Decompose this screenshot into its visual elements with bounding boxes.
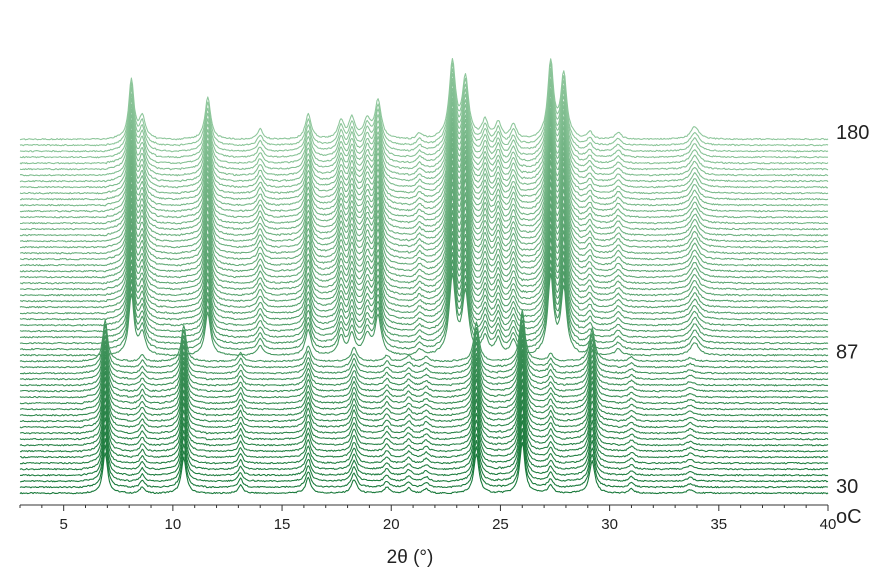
scan-trace <box>19 405 829 465</box>
scan-trace <box>19 87 829 177</box>
scan-trace <box>19 81 829 171</box>
scan-trace <box>19 309 829 363</box>
scan-trace <box>19 265 829 351</box>
scan-trace <box>19 324 829 381</box>
scan-trace <box>19 101 829 195</box>
scan-trace <box>19 399 829 459</box>
scan-trace <box>19 319 829 375</box>
scan-trace <box>19 216 829 309</box>
x-axis-tick-labels: 5 10 15 20 25 30 35 40 <box>60 516 837 533</box>
scan-trace <box>19 188 829 285</box>
scan-trace <box>19 72 828 159</box>
scan-trace <box>19 195 829 291</box>
scan-trace <box>19 353 829 417</box>
scan-trace <box>19 338 829 399</box>
scan-trace <box>19 328 829 387</box>
x-tick-label: 25 <box>492 516 509 533</box>
scan-trace <box>19 384 829 447</box>
scan-trace <box>19 420 829 477</box>
scan-trace <box>19 313 829 369</box>
scan-trace <box>19 136 829 237</box>
scan-trace <box>20 121 828 219</box>
x-axis-label: 2θ (°) <box>387 547 434 568</box>
scan-trace <box>19 259 829 345</box>
scan-trace <box>19 252 829 339</box>
scan-trace <box>19 112 829 207</box>
scan-trace <box>19 126 829 225</box>
scan-trace <box>19 107 829 201</box>
scan-trace <box>19 202 829 297</box>
scan-trace <box>19 434 828 489</box>
scan-trace <box>19 77 829 165</box>
x-tick-label: 40 <box>820 516 837 533</box>
scan-trace <box>20 210 829 303</box>
scan-trace <box>19 132 829 231</box>
scan-trace <box>19 67 829 153</box>
scan-trace <box>20 147 829 249</box>
scan-trace <box>19 173 829 273</box>
scan-traces <box>19 57 829 495</box>
temperature-unit-label: oC <box>836 506 862 528</box>
scan-trace <box>19 363 829 429</box>
scan-trace <box>19 97 829 189</box>
scan-trace <box>19 57 829 141</box>
temperature-label: 180 <box>836 122 869 144</box>
scan-trace <box>19 116 829 213</box>
scan-trace <box>19 427 829 483</box>
scan-trace <box>20 141 829 243</box>
scan-trace <box>19 378 829 441</box>
scan-trace <box>19 92 829 183</box>
scan-trace <box>19 167 828 267</box>
scan-trace <box>20 223 828 315</box>
scan-trace <box>19 371 829 435</box>
scan-trace <box>19 62 829 147</box>
x-tick-label: 10 <box>165 516 182 533</box>
scan-trace <box>19 441 829 495</box>
x-tick-label: 20 <box>383 516 400 533</box>
x-axis-ticks <box>19 505 829 511</box>
scan-trace <box>19 272 829 357</box>
temperature-labels: 180 87 30 <box>836 122 869 498</box>
scan-trace <box>19 160 829 261</box>
scan-trace <box>19 391 829 453</box>
scan-trace <box>19 181 829 279</box>
x-tick-label: 5 <box>60 516 68 533</box>
scan-trace <box>19 245 829 333</box>
scan-trace <box>19 343 829 405</box>
x-tick-label: 35 <box>710 516 727 533</box>
scan-trace <box>19 413 829 471</box>
x-tick-label: 15 <box>274 516 291 533</box>
scan-trace <box>19 333 829 393</box>
scan-trace <box>19 348 829 411</box>
scan-trace <box>19 237 829 327</box>
scan-trace <box>19 153 829 255</box>
temperature-label: 87 <box>836 341 858 363</box>
x-tick-label: 30 <box>601 516 618 533</box>
temperature-label: 30 <box>836 476 858 498</box>
scan-trace <box>19 230 829 321</box>
scan-trace <box>19 358 829 423</box>
